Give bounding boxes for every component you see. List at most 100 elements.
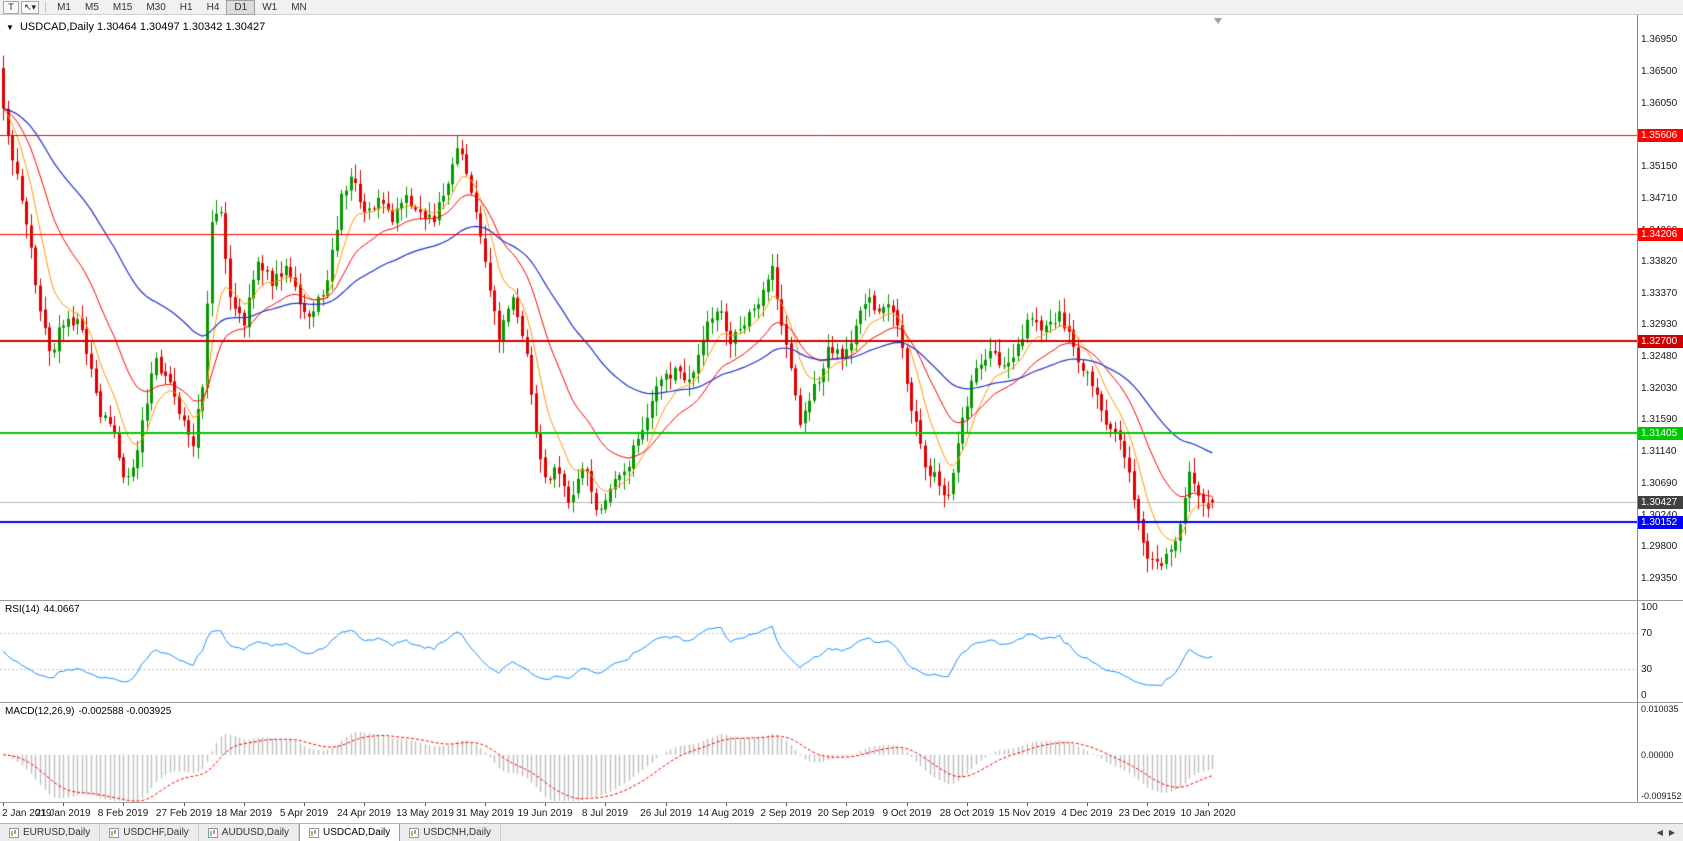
tab-chart-icon: [409, 827, 420, 838]
date-axis-label: 24 Apr 2019: [337, 808, 391, 819]
tab-scroll-left-button[interactable]: ◀: [1656, 828, 1663, 837]
one-click-trading-toggle[interactable]: ▼: [6, 23, 14, 32]
cursor-icon: ↖: [24, 1, 32, 12]
tab-label: AUDUSD,Daily: [221, 827, 290, 838]
rsi-value: 44.0667: [43, 604, 80, 615]
date-axis-label: 21 Jan 2019: [35, 808, 91, 819]
date-axis-label: 31 May 2019: [456, 808, 514, 819]
macd-canvas[interactable]: [0, 703, 1637, 802]
macd-axis-label: 0.010035: [1641, 704, 1679, 714]
timeframe-button-m5[interactable]: M5: [84, 1, 99, 13]
date-tick: [605, 803, 606, 806]
macd-axis-label: -0.009152: [1641, 791, 1682, 801]
timeframe-button-m1[interactable]: M1: [57, 1, 71, 13]
date-axis-label: 28 Oct 2019: [939, 808, 995, 819]
panel-divider: [0, 600, 1683, 601]
price-axis-label: 1.35150: [1641, 161, 1678, 172]
tab-scroll-right-button[interactable]: ▶: [1668, 828, 1675, 837]
date-axis-label: 8 Jul 2019: [581, 808, 629, 819]
timeframe-button-m30[interactable]: M30: [146, 1, 166, 13]
tab-label: USDCHF,Daily: [123, 827, 189, 838]
date-tick: [364, 803, 365, 806]
date-tick: [123, 803, 124, 806]
date-tick: [1208, 803, 1209, 806]
tab-label: EURUSD,Daily: [23, 827, 91, 838]
tab-label: USDCNH,Daily: [423, 827, 492, 838]
macd-label: MACD(12,26,9) -0.002588 -0.003925: [5, 706, 175, 717]
chart-tab-usdcad[interactable]: USDCAD,Daily: [299, 824, 401, 841]
macd-panel: MACD(12,26,9) -0.002588 -0.003925 0.01003…: [0, 703, 1683, 802]
tab-chart-icon: [109, 827, 120, 838]
date-axis-label: 9 Oct 2019: [882, 808, 932, 819]
rsi-panel: RSI(14) 44.0667 100 70 30 0: [0, 601, 1683, 702]
panel-divider: [0, 802, 1683, 803]
rsi-axis-label: 30: [1641, 664, 1653, 675]
rsi-canvas[interactable]: [0, 601, 1637, 702]
rsi-axis: 100 70 30 0: [1637, 601, 1683, 702]
date-tick: [726, 803, 727, 806]
timeframe-button-w1[interactable]: W1: [262, 1, 278, 13]
cursor-tool-button[interactable]: ↖ ▾: [21, 0, 40, 14]
chart-tab-usdcnh[interactable]: USDCNH,Daily: [400, 824, 502, 841]
timeframe-button-m15[interactable]: M15: [112, 1, 133, 13]
current-price-badge: 1.30427: [1638, 496, 1683, 509]
date-axis-label: 18 Mar 2019: [215, 808, 273, 819]
date-axis-label: 13 May 2019: [396, 808, 454, 819]
timeframe-button-h4[interactable]: H4: [206, 1, 220, 13]
price-axis-label: 1.36500: [1641, 66, 1678, 77]
price-axis: 1.369501.365001.360501.356001.351501.347…: [1637, 15, 1683, 600]
date-axis: 2 Jan 2019 21 Jan 2019 8 Feb 2019 27 Feb 20…: [0, 803, 1683, 823]
date-tick: [184, 803, 185, 806]
price-axis-label: 1.31140: [1641, 446, 1677, 457]
date-axis-label: 27 Feb 2019: [155, 808, 213, 819]
level-price-badge: 1.34206: [1638, 228, 1683, 241]
macd-axis-label: 0.00000: [1641, 750, 1674, 760]
date-tick: [1147, 803, 1148, 806]
rsi-label: RSI(14) 44.0667: [5, 604, 84, 615]
date-axis-label: 8 Feb 2019: [97, 808, 149, 819]
text-tool-button[interactable]: T: [3, 0, 19, 14]
chart-tab-bar: EURUSD,Daily USDCHF,Daily AUDUSD,Daily USDC…: [0, 823, 1683, 841]
chart-title: ▼ USDCAD,Daily 1.30464 1.30497 1.30342 1…: [6, 21, 265, 33]
tab-scroll-nav: ◀ ▶: [1649, 824, 1683, 841]
price-axis-label: 1.32480: [1641, 351, 1678, 362]
date-tick: [1087, 803, 1088, 806]
price-axis-label: 1.31590: [1641, 414, 1678, 425]
price-axis-label: 1.33370: [1641, 288, 1678, 299]
date-axis-label: 19 Jun 2019: [517, 808, 573, 819]
panel-divider: [0, 702, 1683, 703]
date-axis-label: 26 Jul 2019: [640, 808, 692, 819]
date-tick: [666, 803, 667, 806]
main-chart-panel: ▼ USDCAD,Daily 1.30464 1.30497 1.30342 1…: [0, 15, 1683, 600]
date-axis-label: 15 Nov 2019: [998, 808, 1056, 819]
date-tick: [304, 803, 305, 806]
timeframe-button-mn[interactable]: MN: [291, 1, 307, 13]
date-axis-label: 2 Sep 2019: [760, 808, 812, 819]
price-axis-label: 1.32930: [1641, 319, 1678, 330]
level-price-badge: 1.30152: [1638, 516, 1683, 529]
level-price-badge: 1.32700: [1638, 335, 1683, 348]
price-axis-label: 1.36950: [1641, 34, 1678, 45]
date-axis-label: 4 Dec 2019: [1061, 808, 1113, 819]
date-tick: [786, 803, 787, 806]
timeframe-button-h1[interactable]: H1: [179, 1, 193, 13]
chart-tab-usdchf[interactable]: USDCHF,Daily: [100, 824, 199, 841]
date-tick: [425, 803, 426, 806]
timeframe-button-d1[interactable]: D1: [226, 0, 256, 15]
price-axis-label: 1.32030: [1641, 383, 1678, 394]
rsi-axis-label: 0: [1641, 690, 1647, 701]
date-tick: [907, 803, 908, 806]
chart-tab-eurusd[interactable]: EURUSD,Daily: [0, 824, 101, 841]
tab-chart-icon: [309, 827, 320, 838]
date-tick: [846, 803, 847, 806]
tab-label: USDCAD,Daily: [323, 827, 391, 838]
chart-tab-audusd[interactable]: AUDUSD,Daily: [199, 824, 300, 841]
main-chart-canvas[interactable]: [0, 15, 1637, 600]
price-axis-label: 1.34710: [1641, 193, 1678, 204]
price-axis-label: 1.30240: [1641, 510, 1677, 521]
tab-chart-icon: [9, 827, 19, 838]
rsi-axis-label: 100: [1641, 602, 1658, 613]
dropdown-caret-icon: ▾: [31, 1, 37, 12]
date-tick: [3, 803, 4, 806]
